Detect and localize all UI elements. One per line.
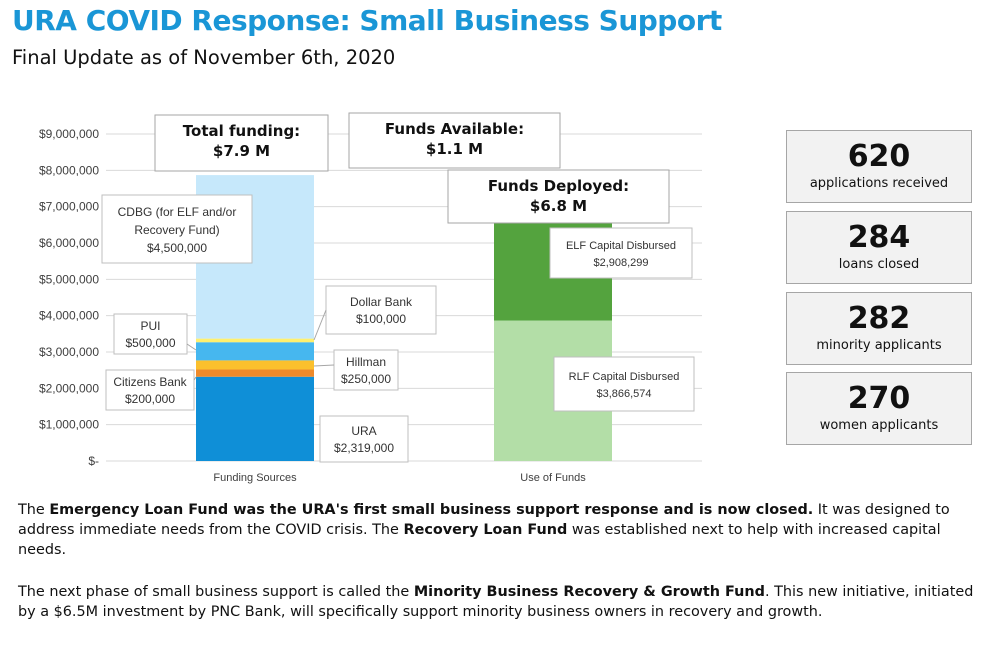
callout-funds-available-label: Funds Available: <box>385 120 524 138</box>
y-tick-label: $6,000,000 <box>39 236 99 250</box>
callout-total-funding-value: $7.9 M <box>213 142 270 160</box>
paragraph-2-run: Minority Business Recovery & Growth Fund <box>413 584 765 600</box>
paragraph-1-run: It was designed to address immediate nee… <box>18 502 950 538</box>
data-label-citizens-bank: Citizens Bank <box>113 375 187 389</box>
data-label-cdbg: CDBG (for ELF and/or <box>118 205 237 219</box>
data-label-ura-box <box>319 415 409 463</box>
y-tick-label: $- <box>88 454 99 468</box>
stat-value: 284 <box>847 220 911 255</box>
bar-segment <box>196 376 314 461</box>
data-label-rlf-box <box>553 356 695 412</box>
stat-label: minority applicants <box>816 338 942 353</box>
leader-line <box>313 364 335 367</box>
y-tick-label: $8,000,000 <box>39 163 99 177</box>
data-label-elf-box <box>549 227 693 279</box>
stat-value: 282 <box>847 301 911 336</box>
stat-label: applications received <box>809 176 949 191</box>
paragraph-2-run: The next phase of small business support… <box>18 584 414 600</box>
data-label-rlf: $3,866,574 <box>596 388 651 400</box>
data-label-hillman: $250,000 <box>341 372 391 386</box>
stat-value: 620 <box>847 139 911 174</box>
stat-label: loans closed <box>838 257 920 272</box>
page-title: URA COVID Response: Small Business Suppo… <box>12 4 722 37</box>
bar-segment <box>196 369 314 377</box>
bar-segment <box>196 342 314 361</box>
stat-applications-received: 620 applications received <box>786 130 972 203</box>
stat-loans-closed: 284 loans closed <box>786 211 972 284</box>
leader-line <box>313 309 327 341</box>
data-label-ura: URA <box>351 424 376 438</box>
paragraph-1-run: The <box>18 502 50 518</box>
callout-funds-deployed-label: Funds Deployed: <box>488 177 629 195</box>
callout-total-funding-box <box>154 114 329 172</box>
data-label-dollar-bank: Dollar Bank <box>350 295 413 309</box>
data-label-cdbg-box <box>101 194 253 264</box>
bar-segment <box>196 338 314 343</box>
stat-label: women applicants <box>819 418 939 433</box>
paragraph-1-run: was established next to help with increa… <box>18 522 941 558</box>
bar-segment <box>196 360 314 370</box>
callout-funds-deployed-value: $6.8 M <box>530 197 587 215</box>
data-label-dollar-bank-box <box>325 285 437 335</box>
data-label-ura: $2,319,000 <box>334 441 394 455</box>
y-tick-label: $1,000,000 <box>39 418 99 432</box>
leader-line <box>193 376 197 381</box>
paragraph-1-run: Recovery Loan Fund <box>403 522 568 538</box>
page-subtitle: Final Update as of November 6th, 2020 <box>12 46 396 69</box>
x-tick-label: Use of Funds <box>520 472 586 484</box>
leader-line <box>186 343 197 351</box>
data-label-citizens-bank-box <box>105 369 195 411</box>
data-label-hillman-box <box>333 349 399 391</box>
data-label-rlf: RLF Capital Disbursed <box>569 371 680 383</box>
data-label-citizens-bank: $200,000 <box>125 392 175 406</box>
y-tick-label: $5,000,000 <box>39 272 99 286</box>
data-label-hillman: Hillman <box>346 355 386 369</box>
stat-minority-applicants: 282 minority applicants <box>786 292 972 365</box>
data-label-elf: $2,908,299 <box>593 257 648 269</box>
paragraph-2-run: . This new initiative, initiated by a $6… <box>18 584 974 620</box>
data-label-elf: ELF Capital Disbursed <box>566 240 676 252</box>
callout-total-funding-label: Total funding: <box>183 122 300 140</box>
data-label-pui: PUI <box>140 319 160 333</box>
y-tick-label: $3,000,000 <box>39 345 99 359</box>
data-label-cdbg: $4,500,000 <box>147 241 207 255</box>
y-tick-label: $4,000,000 <box>39 309 99 323</box>
stat-women-applicants: 270 women applicants <box>786 372 972 445</box>
callout-funds-available-value: $1.1 M <box>426 140 483 158</box>
y-tick-label: $2,000,000 <box>39 381 99 395</box>
paragraph-emergency-loan-fund: The Emergency Loan Fund was the URA's fi… <box>18 500 978 560</box>
y-tick-label: $7,000,000 <box>39 200 99 214</box>
y-tick-label: $9,000,000 <box>39 127 99 141</box>
data-label-dollar-bank: $100,000 <box>356 312 406 326</box>
data-label-pui: $500,000 <box>125 336 175 350</box>
data-label-cdbg: Recovery Fund) <box>134 223 219 237</box>
data-label-pui-box <box>113 313 188 355</box>
x-tick-label: Funding Sources <box>213 472 297 484</box>
paragraph-minority-business-fund: The next phase of small business support… <box>18 582 978 622</box>
paragraph-1-run: Emergency Loan Fund was the URA's first … <box>49 502 814 518</box>
callout-funds-available-box <box>348 112 561 169</box>
stat-value: 270 <box>847 381 911 416</box>
callout-funds-deployed-box <box>447 169 670 224</box>
